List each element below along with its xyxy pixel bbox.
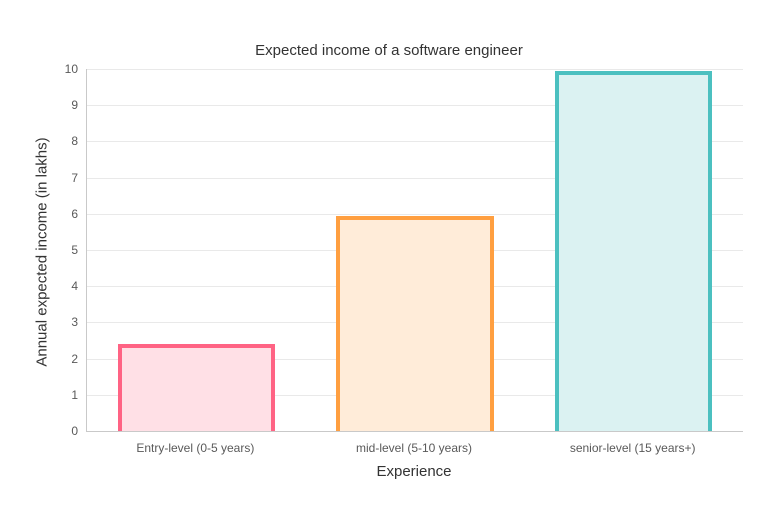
bar-entry-level-0-5-years [117, 344, 276, 431]
bar-senior-level-15-years [554, 70, 713, 431]
x-tick-label: Entry-level (0-5 years) [136, 441, 255, 455]
bar-slot [306, 69, 525, 431]
bar-slot [524, 69, 743, 431]
gridline [87, 177, 743, 179]
y-tick-label: 8 [71, 134, 78, 149]
y-tick-label: 7 [71, 170, 78, 185]
x-axis-title: Experience [376, 463, 452, 480]
y-tick-label: 4 [71, 279, 78, 294]
x-tick-label: senior-level (15 years+) [569, 441, 696, 455]
plot-area: 0 1 2 3 4 5 6 7 8 9 10 [65, 63, 743, 437]
y-tick-label: 5 [71, 243, 78, 258]
y-tick-label: 0 [71, 424, 78, 439]
chart-title: Expected income of a software engineer [255, 42, 523, 59]
gridline [87, 69, 743, 70]
y-tick-label: 3 [71, 315, 78, 330]
gridline [87, 105, 743, 107]
bar-mid-level-5-10-years [336, 215, 494, 431]
gridline [87, 141, 743, 143]
y-tick-label: 6 [71, 207, 78, 222]
gridline [87, 213, 743, 215]
y-tick-label: 1 [71, 388, 78, 403]
y-axis-title: Annual expected income (in lakhs) [33, 137, 51, 367]
x-tick-label: mid-level (5-10 years) [355, 441, 473, 455]
x-axis-tick-labels: Entry-level (0-5 years) mid-level (5-10 y… [86, 441, 742, 455]
y-tick-label: 10 [64, 62, 78, 77]
y-tick-label: 2 [71, 351, 78, 366]
bar-slot [87, 69, 306, 431]
bars-container [87, 69, 743, 431]
y-tick-label: 9 [71, 98, 78, 113]
